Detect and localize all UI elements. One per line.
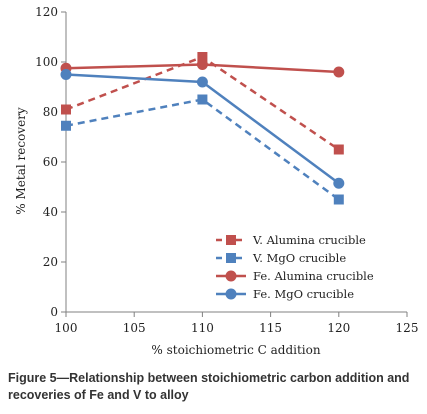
x-tick-label: 100 [55, 321, 78, 335]
legend: V. Alumina crucible V. MgO crucible Fe. Al… [216, 233, 374, 301]
data-point [60, 69, 72, 80]
x-tick-label: 105 [123, 321, 146, 335]
data-point [333, 194, 344, 205]
legend-swatch-marker [225, 270, 237, 282]
y-tick-label: 20 [43, 255, 58, 269]
data-point [61, 120, 71, 131]
y-tick-label: 60 [43, 155, 58, 169]
data-point [197, 52, 208, 62]
legend-swatch-marker [226, 235, 236, 245]
legend-item: Fe. MgO crucible [216, 287, 354, 301]
series-1 [61, 94, 344, 205]
legend-item: Fe. Alumina crucible [216, 269, 374, 283]
x-tick-label: 125 [396, 321, 419, 335]
legend-swatch-marker [225, 288, 237, 300]
series-line [65, 73, 340, 185]
series-0 [61, 52, 344, 155]
y-tick-label: 120 [35, 5, 58, 19]
x-tick-label: 110 [191, 321, 214, 335]
series-3 [60, 69, 345, 189]
x-ticks: 100 105 110 115 120 125 [55, 312, 419, 335]
data-point [196, 59, 208, 70]
series-2 [60, 59, 345, 78]
legend-item: V. Alumina crucible [216, 233, 366, 247]
y-tick-label: 0 [50, 305, 58, 319]
x-tick-label: 120 [327, 321, 350, 335]
data-point [196, 76, 208, 88]
y-ticks: 0 20 40 60 80 100 120 [35, 5, 66, 319]
y-tick-label: 40 [43, 205, 58, 219]
legend-label: Fe. MgO crucible [253, 287, 354, 301]
series-line [65, 98, 340, 201]
y-tick-label: 80 [43, 105, 58, 119]
data-point [197, 94, 208, 105]
data-point [333, 144, 344, 155]
x-axis-label: % stoichiometric C addition [151, 343, 320, 357]
series-group [60, 52, 345, 205]
y-tick-label: 100 [35, 55, 58, 69]
figure-caption: Figure 5—Relationship between stoichiome… [8, 371, 410, 402]
y-axis-label: % Metal recovery [14, 107, 28, 215]
data-point [333, 66, 345, 78]
legend-label: V. MgO crucible [252, 251, 346, 265]
data-point [333, 177, 345, 189]
legend-label: Fe. Alumina crucible [253, 269, 374, 283]
legend-label: V. Alumina crucible [252, 233, 366, 247]
legend-swatch-marker [226, 253, 236, 263]
legend-item: V. MgO crucible [216, 251, 346, 265]
axes [65, 12, 407, 313]
data-point [61, 104, 71, 115]
line-chart: 0 20 40 60 80 100 120 100 105 110 115 120 125 V. Al… [14, 5, 419, 357]
x-tick-label: 115 [259, 321, 282, 335]
